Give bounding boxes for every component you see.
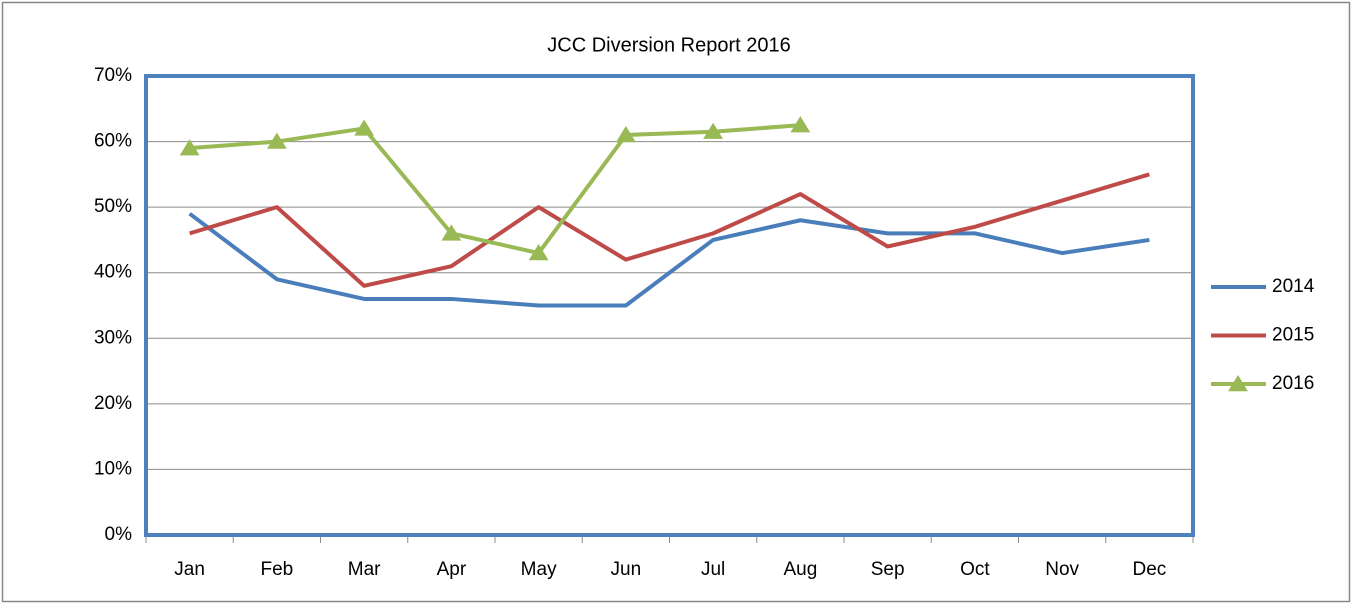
plot-border — [144, 74, 1195, 537]
series-line — [189, 123, 801, 256]
legend-label: 2015 — [1272, 325, 1314, 346]
x-tick-label: Jun — [611, 559, 642, 580]
x-tick-label: Jan — [174, 559, 205, 580]
y-tick-label: 10% — [94, 458, 132, 479]
point-marker — [179, 139, 200, 156]
chart-title: JCC Diversion Report 2016 — [547, 34, 790, 56]
y-tick-label: 40% — [94, 262, 132, 283]
legend-label: 2014 — [1272, 276, 1315, 297]
legend-marker — [1228, 375, 1248, 392]
point-marker — [354, 119, 375, 136]
series-line — [189, 172, 1150, 288]
x-tick-label: Dec — [1132, 559, 1166, 580]
x-tick-label: Jul — [701, 559, 725, 580]
x-tick-label: Feb — [261, 559, 294, 580]
point-marker — [790, 116, 811, 133]
x-tick-label: May — [521, 559, 557, 580]
point-marker — [703, 122, 724, 139]
y-tick-label: 20% — [94, 393, 132, 414]
point-marker — [266, 132, 287, 149]
x-tick-label: Apr — [437, 559, 467, 580]
point-marker — [528, 244, 549, 261]
y-tick-label: 60% — [94, 131, 132, 152]
x-tick-label: Aug — [783, 559, 817, 580]
y-tick-label: 50% — [94, 196, 132, 217]
point-marker — [615, 126, 636, 143]
x-tick-label: Mar — [348, 559, 381, 580]
series-line — [188, 212, 1150, 308]
y-tick-label: 30% — [94, 327, 132, 348]
y-tick-label: 70% — [94, 65, 132, 86]
point-marker — [441, 224, 462, 241]
y-tick-label: 0% — [105, 524, 133, 545]
legend-label: 2016 — [1272, 373, 1314, 394]
x-tick-label: Sep — [871, 559, 905, 580]
x-tick-label: Nov — [1045, 559, 1079, 580]
x-tick-label: Oct — [960, 559, 990, 580]
